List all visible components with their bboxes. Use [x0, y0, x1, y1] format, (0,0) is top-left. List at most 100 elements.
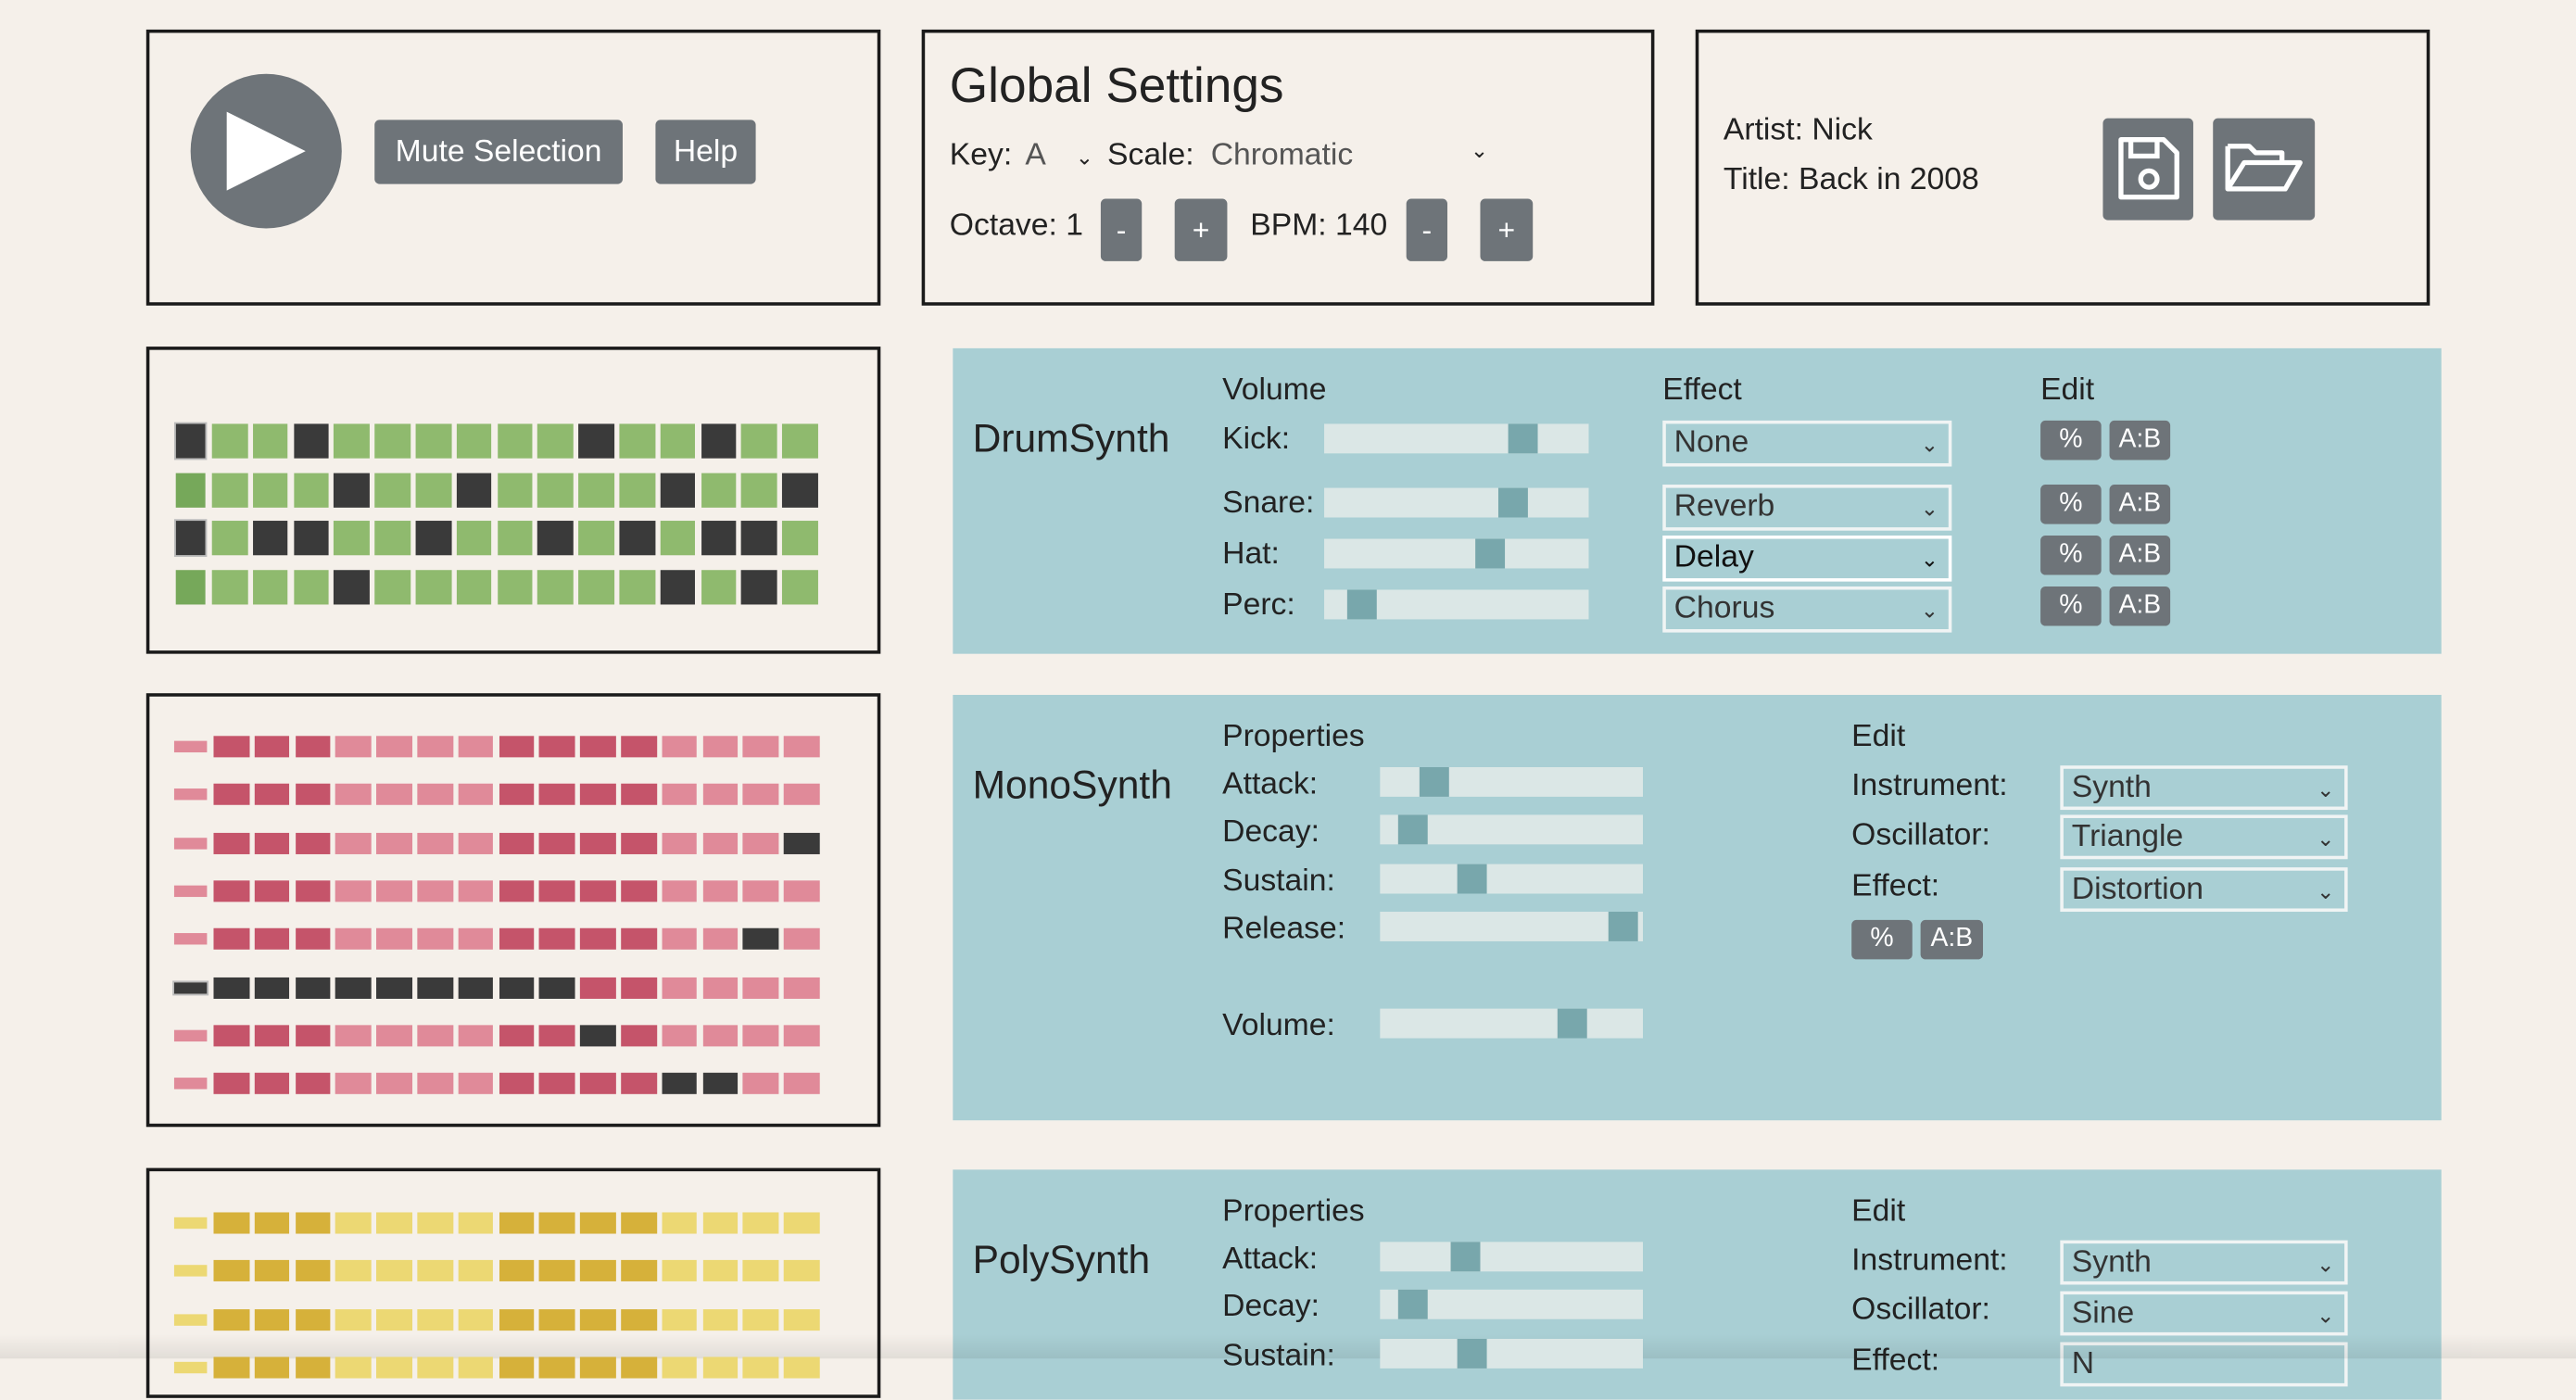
- step-cell[interactable]: [662, 1260, 698, 1282]
- step-cell-active[interactable]: [213, 1308, 249, 1331]
- step-cell-selected[interactable]: [580, 1024, 616, 1047]
- step-cell-active[interactable]: [213, 1072, 249, 1094]
- step-cell[interactable]: [456, 569, 492, 604]
- mono-ab-button[interactable]: A:B: [1920, 919, 1984, 960]
- step-cell-selected[interactable]: [660, 569, 696, 604]
- slider-thumb[interactable]: [1497, 487, 1528, 518]
- step-cell-selected[interactable]: [456, 472, 492, 507]
- step-cell-active[interactable]: [295, 736, 331, 758]
- step-cell[interactable]: [743, 1024, 779, 1047]
- step-cell[interactable]: [702, 1260, 739, 1282]
- step-cell-active[interactable]: [295, 832, 331, 854]
- mono-oscillator-select[interactable]: Triangle ⌄: [2060, 814, 2348, 860]
- step-cell[interactable]: [662, 736, 698, 758]
- step-cell-selected[interactable]: [335, 977, 372, 999]
- step-cell[interactable]: [335, 880, 372, 902]
- step-cell-active[interactable]: [499, 928, 535, 951]
- step-cell[interactable]: [497, 569, 533, 604]
- step-cell[interactable]: [743, 1260, 779, 1282]
- drum-volume-slider[interactable]: [1324, 423, 1589, 454]
- poly-param-slider[interactable]: [1380, 1242, 1643, 1272]
- step-cell-active[interactable]: [295, 1212, 331, 1234]
- step-cell-active[interactable]: [539, 928, 575, 951]
- step-cell[interactable]: [417, 928, 453, 951]
- step-cell[interactable]: [417, 1072, 453, 1094]
- step-cell[interactable]: [417, 880, 453, 902]
- slider-thumb[interactable]: [1457, 863, 1487, 893]
- step-cell[interactable]: [702, 832, 739, 854]
- step-cell-active[interactable]: [580, 832, 616, 854]
- step-cell[interactable]: [702, 1308, 739, 1331]
- step-cell[interactable]: [660, 423, 696, 459]
- step-cell-active[interactable]: [499, 1308, 535, 1331]
- step-cell[interactable]: [537, 472, 574, 507]
- step-cell-active[interactable]: [580, 1356, 616, 1379]
- step-cell[interactable]: [741, 472, 777, 507]
- step-cell[interactable]: [415, 423, 451, 459]
- save-button[interactable]: [2102, 118, 2193, 221]
- step-cell[interactable]: [662, 928, 698, 951]
- step-cell[interactable]: [376, 736, 412, 758]
- step-cell[interactable]: [376, 880, 412, 902]
- step-cell[interactable]: [335, 736, 372, 758]
- step-cell[interactable]: [702, 1212, 739, 1234]
- step-cell[interactable]: [173, 933, 208, 945]
- step-cell-active[interactable]: [254, 832, 290, 854]
- step-cell[interactable]: [417, 1212, 453, 1234]
- step-cell[interactable]: [662, 1024, 698, 1047]
- drum-volume-slider[interactable]: [1324, 487, 1589, 518]
- step-cell[interactable]: [458, 1024, 494, 1047]
- step-cell[interactable]: [662, 1308, 698, 1331]
- step-cell[interactable]: [458, 1212, 494, 1234]
- step-cell[interactable]: [702, 977, 739, 999]
- step-cell[interactable]: [335, 928, 372, 951]
- step-cell-active[interactable]: [499, 784, 535, 806]
- step-cell-active[interactable]: [499, 1356, 535, 1379]
- step-cell[interactable]: [376, 1212, 412, 1234]
- poly-oscillator-select[interactable]: Sine ⌄: [2060, 1291, 2348, 1336]
- step-cell-active[interactable]: [621, 1308, 657, 1331]
- step-cell-active[interactable]: [621, 1212, 657, 1234]
- step-cell-active[interactable]: [621, 928, 657, 951]
- slider-thumb[interactable]: [1507, 423, 1537, 454]
- slider-thumb[interactable]: [1398, 1290, 1429, 1320]
- step-cell[interactable]: [335, 832, 372, 854]
- step-cell[interactable]: [417, 1308, 453, 1331]
- step-cell[interactable]: [743, 977, 779, 999]
- drum-percent-button[interactable]: %: [2040, 485, 2102, 524]
- step-cell[interactable]: [702, 1356, 739, 1379]
- step-cell[interactable]: [662, 784, 698, 806]
- step-cell[interactable]: [702, 1024, 739, 1047]
- step-cell-selected[interactable]: [499, 977, 535, 999]
- step-cell-active[interactable]: [539, 880, 575, 902]
- step-cell-selected[interactable]: [741, 521, 777, 556]
- slider-thumb[interactable]: [1557, 1008, 1587, 1039]
- drum-percent-button[interactable]: %: [2040, 535, 2102, 575]
- step-cell[interactable]: [335, 1260, 372, 1282]
- slider-thumb[interactable]: [1609, 911, 1638, 941]
- step-cell[interactable]: [458, 1072, 494, 1094]
- step-cell[interactable]: [784, 1356, 820, 1379]
- step-cell-selected[interactable]: [173, 422, 208, 460]
- help-button[interactable]: Help: [655, 120, 756, 184]
- step-cell[interactable]: [743, 736, 779, 758]
- step-cell[interactable]: [784, 736, 820, 758]
- step-cell[interactable]: [619, 423, 655, 459]
- step-cell[interactable]: [374, 472, 410, 507]
- step-cell[interactable]: [417, 736, 453, 758]
- step-cell-active[interactable]: [213, 1260, 249, 1282]
- step-cell-active[interactable]: [499, 1072, 535, 1094]
- step-cell[interactable]: [374, 521, 410, 556]
- step-cell[interactable]: [782, 423, 818, 459]
- step-cell[interactable]: [173, 1217, 208, 1230]
- step-cell[interactable]: [782, 569, 818, 604]
- step-cell-active[interactable]: [539, 1212, 575, 1234]
- step-cell[interactable]: [252, 423, 288, 459]
- step-cell[interactable]: [211, 423, 247, 459]
- step-cell[interactable]: [784, 1308, 820, 1331]
- step-cell-active[interactable]: [580, 784, 616, 806]
- poly-param-slider[interactable]: [1380, 1338, 1643, 1368]
- step-cell-active[interactable]: [499, 1212, 535, 1234]
- step-cell[interactable]: [741, 423, 777, 459]
- poly-instrument-select[interactable]: Synth ⌄: [2060, 1240, 2348, 1285]
